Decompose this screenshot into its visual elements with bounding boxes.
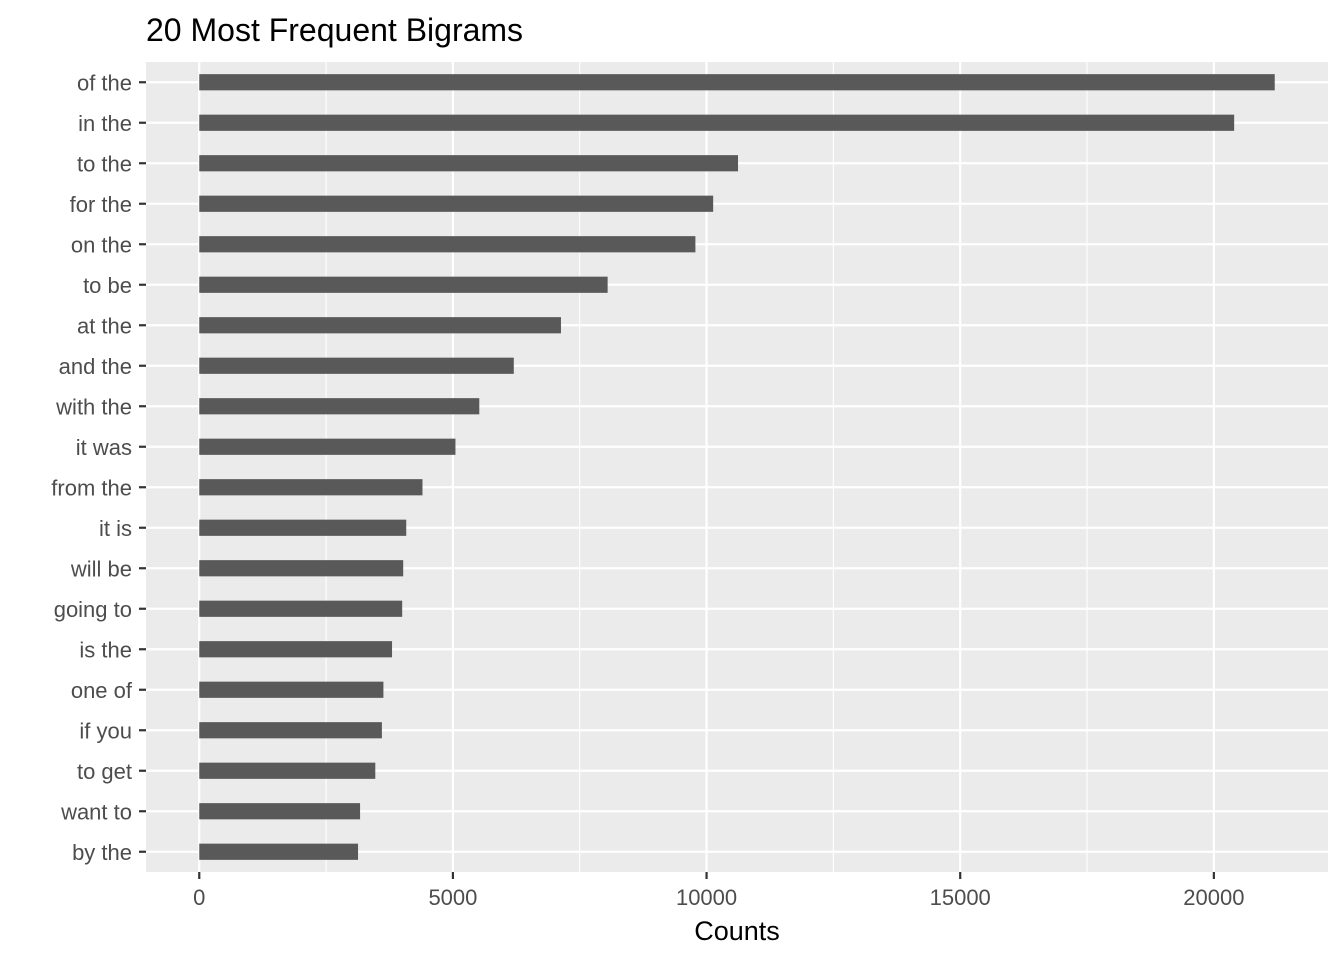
- bar: [199, 236, 696, 253]
- x-tick-label: 0: [193, 885, 205, 910]
- y-tick-label: by the: [72, 840, 132, 865]
- bar: [199, 560, 404, 577]
- y-tick-label: to the: [77, 151, 132, 176]
- bar: [199, 681, 384, 698]
- bar: [199, 641, 393, 658]
- x-axis-label: Counts: [694, 916, 780, 946]
- bar: [199, 803, 361, 820]
- x-tick-label: 20000: [1183, 885, 1244, 910]
- y-tick-label: in the: [78, 111, 132, 136]
- y-tick-label: at the: [77, 313, 132, 338]
- y-tick-label: to be: [83, 273, 132, 298]
- chart-title: 20 Most Frequent Bigrams: [146, 12, 523, 48]
- bar: [199, 600, 403, 617]
- y-axis: of the in the to the for the on the to be at t…: [51, 70, 146, 865]
- y-tick-label: from the: [51, 475, 132, 500]
- bar: [199, 357, 514, 374]
- y-tick-label: it was: [76, 435, 132, 460]
- bars: [199, 74, 1275, 860]
- y-tick-label: if you: [79, 718, 132, 743]
- bar: [199, 74, 1275, 91]
- x-tick-label: 15000: [930, 885, 991, 910]
- y-tick-label: one of: [71, 678, 133, 703]
- y-tick-label: with the: [55, 394, 132, 419]
- bar: [199, 195, 714, 212]
- x-tick-label: 5000: [428, 885, 477, 910]
- y-tick-label: will be: [70, 556, 132, 581]
- bar: [199, 155, 739, 172]
- bar: [199, 479, 423, 496]
- bar: [199, 722, 382, 739]
- bar: [199, 762, 376, 779]
- x-axis: 0 5000 10000 15000 20000: [193, 872, 1244, 910]
- y-tick-label: want to: [60, 799, 132, 824]
- y-tick-label: to get: [77, 759, 132, 784]
- y-tick-label: it is: [99, 516, 132, 541]
- y-tick-label: and the: [59, 354, 132, 379]
- bar: [199, 114, 1235, 131]
- y-tick-label: on the: [71, 232, 132, 257]
- y-tick-label: is the: [79, 637, 132, 662]
- y-tick-label: going to: [54, 597, 132, 622]
- bar: [199, 317, 561, 334]
- y-tick-label: of the: [77, 70, 132, 95]
- bar: [199, 276, 608, 293]
- y-tick-label: for the: [70, 192, 132, 217]
- bar: [199, 843, 359, 860]
- plot-panel: [146, 62, 1328, 872]
- bar: [199, 519, 407, 536]
- bar: [199, 398, 480, 415]
- bar: [199, 438, 456, 455]
- x-tick-label: 10000: [676, 885, 737, 910]
